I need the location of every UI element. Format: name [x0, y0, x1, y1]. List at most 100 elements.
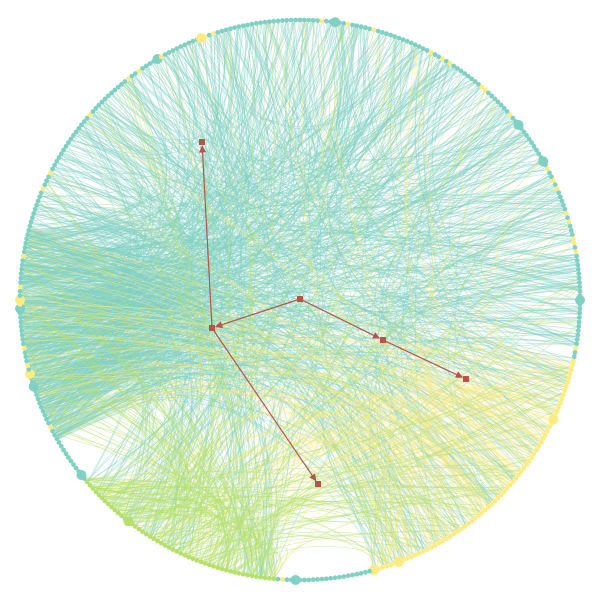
ring-node [479, 510, 485, 516]
ring-node [54, 158, 60, 164]
teal-edge [43, 65, 450, 408]
teal-edge [25, 21, 303, 259]
teal-edge [23, 75, 195, 328]
green-edge [261, 474, 516, 576]
teal-edge [87, 134, 524, 481]
teal-edge [21, 295, 578, 307]
teal-edge [26, 250, 224, 517]
teal-edge [385, 190, 556, 514]
green-edge [86, 478, 247, 573]
teal-edge [22, 300, 213, 410]
teal-edge [29, 224, 578, 277]
yellow-edge [28, 240, 558, 405]
teal-edge [87, 120, 576, 338]
teal-edge [112, 92, 180, 151]
teal-edge [51, 384, 400, 560]
yellow-edge [23, 324, 551, 422]
ring-node [46, 174, 51, 180]
green-edge [177, 457, 529, 551]
teal-edge [21, 285, 384, 566]
teal-edge [26, 339, 384, 566]
ring-node [84, 479, 90, 485]
teal-edge [22, 281, 191, 496]
teal-edge [23, 241, 578, 315]
teal-edge [23, 47, 418, 270]
yellow-edge [32, 375, 398, 562]
ring-node [26, 367, 32, 372]
teal-edge [43, 364, 212, 540]
teal-edge [37, 317, 177, 535]
teal-edge [26, 211, 131, 248]
green-edge [235, 545, 400, 571]
teal-edge [31, 68, 456, 374]
teal-edge [22, 278, 169, 293]
teal-edge [22, 263, 576, 299]
green-edge [271, 91, 486, 578]
teal-edge [22, 290, 524, 467]
green-edge [112, 504, 267, 574]
teal-edge [27, 243, 577, 290]
ring-node [443, 536, 449, 542]
teal-edge [21, 296, 575, 345]
teal-edge [79, 129, 561, 397]
ring-node [504, 486, 510, 491]
teal-edge [269, 23, 541, 212]
ring-node [58, 443, 64, 449]
teal-edge [124, 83, 550, 215]
teal-edge [57, 110, 193, 437]
teal-edge [29, 343, 163, 437]
teal-edge [336, 38, 578, 320]
teal-edge [29, 32, 248, 250]
ring-node [52, 162, 57, 168]
teal-edge [165, 56, 518, 188]
teal-edge [35, 25, 262, 386]
teal-edge [45, 24, 336, 412]
green-edge [250, 474, 516, 574]
yellow-edge [405, 47, 483, 511]
ring-node [384, 563, 389, 569]
teal-edge [24, 183, 553, 340]
ring-node [554, 408, 560, 414]
teal-edge [21, 69, 457, 297]
green-edge [220, 456, 530, 567]
ring-node [18, 280, 23, 285]
teal-edge [217, 34, 576, 337]
teal-edge [22, 118, 512, 307]
teal-edge [213, 35, 566, 384]
green-edge [21, 290, 220, 550]
teal-edge [23, 157, 131, 328]
ring-node [236, 570, 242, 576]
teal-edge [23, 46, 227, 274]
teal-edge [27, 343, 425, 550]
yellow-edge [262, 24, 562, 395]
teal-edge [30, 229, 122, 434]
teal-edge [30, 230, 578, 320]
path-edge [198, 145, 213, 329]
teal-edge [27, 339, 481, 513]
teal-edge [105, 101, 537, 228]
ring-node [206, 32, 212, 38]
teal-edge [22, 290, 375, 569]
teal-edge [24, 327, 178, 480]
teal-edge [22, 118, 132, 313]
teal-edge [29, 233, 205, 420]
yellow-edge [143, 449, 392, 566]
ring-node [536, 151, 542, 157]
teal-edge [33, 21, 306, 381]
teal-edge [32, 352, 223, 482]
teal-edge [37, 209, 259, 575]
ring-node [436, 54, 442, 60]
teal-edge [188, 27, 247, 556]
ring-node [574, 337, 580, 342]
teal-edge [26, 237, 111, 279]
teal-edge [30, 158, 540, 370]
teal-edge [22, 291, 156, 346]
yellow-edge [405, 48, 485, 509]
teal-edge [43, 75, 167, 407]
ring-node [462, 71, 467, 76]
ring-node [332, 575, 338, 581]
path-edge [382, 339, 464, 378]
ring-node [166, 545, 172, 550]
teal-edge [31, 80, 228, 374]
teal-edge [191, 43, 474, 131]
